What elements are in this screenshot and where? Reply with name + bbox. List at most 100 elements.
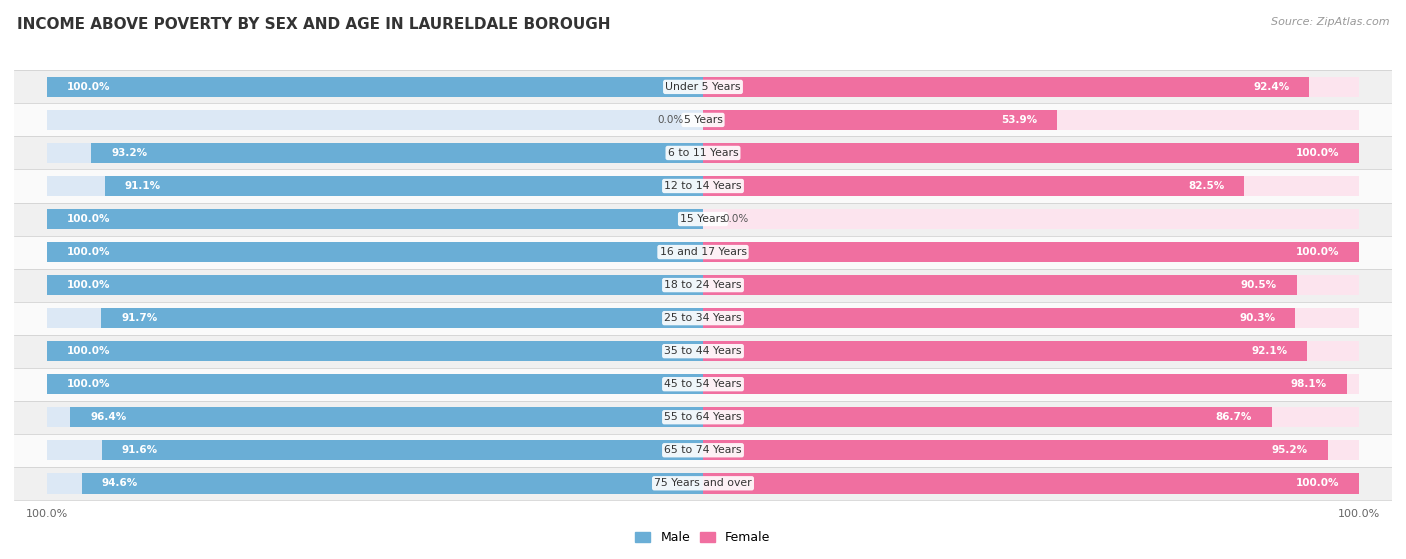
- Text: 98.1%: 98.1%: [1291, 379, 1327, 389]
- Text: 100.0%: 100.0%: [1296, 148, 1340, 158]
- Bar: [46, 209, 703, 229]
- Bar: [46, 110, 703, 130]
- Text: 55 to 64 Years: 55 to 64 Years: [664, 412, 742, 422]
- Bar: [703, 242, 1360, 262]
- Text: 65 to 74 Years: 65 to 74 Years: [664, 446, 742, 455]
- Text: 96.4%: 96.4%: [90, 412, 127, 422]
- Bar: [46, 242, 703, 262]
- Text: 100.0%: 100.0%: [66, 214, 110, 224]
- Text: 92.1%: 92.1%: [1251, 346, 1288, 356]
- Bar: [703, 77, 1309, 97]
- Text: 16 and 17 Years: 16 and 17 Years: [659, 247, 747, 257]
- Bar: [46, 407, 703, 428]
- Bar: [703, 407, 1360, 428]
- Bar: [0, 302, 1406, 335]
- Bar: [0, 368, 1406, 401]
- Bar: [703, 110, 1360, 130]
- Bar: [46, 176, 703, 196]
- Bar: [703, 176, 1244, 196]
- Bar: [0, 235, 1406, 268]
- Bar: [703, 374, 1360, 395]
- Bar: [105, 176, 703, 196]
- Text: 35 to 44 Years: 35 to 44 Years: [664, 346, 742, 356]
- Text: 12 to 14 Years: 12 to 14 Years: [664, 181, 742, 191]
- Text: 91.1%: 91.1%: [125, 181, 162, 191]
- Bar: [46, 374, 703, 395]
- Text: 86.7%: 86.7%: [1216, 412, 1253, 422]
- Bar: [703, 77, 1360, 97]
- Bar: [0, 202, 1406, 235]
- Text: 6 to 11 Years: 6 to 11 Years: [668, 148, 738, 158]
- Bar: [703, 308, 1295, 328]
- Bar: [83, 473, 703, 494]
- Text: 18 to 24 Years: 18 to 24 Years: [664, 280, 742, 290]
- Bar: [0, 335, 1406, 368]
- Bar: [46, 473, 703, 494]
- Bar: [703, 341, 1308, 361]
- Bar: [703, 275, 1360, 295]
- Text: 75 Years and over: 75 Years and over: [654, 479, 752, 488]
- Bar: [0, 169, 1406, 202]
- Bar: [703, 209, 1360, 229]
- Text: Under 5 Years: Under 5 Years: [665, 82, 741, 92]
- Text: 82.5%: 82.5%: [1188, 181, 1225, 191]
- Bar: [703, 242, 1360, 262]
- Bar: [703, 143, 1360, 163]
- Text: 94.6%: 94.6%: [103, 479, 138, 488]
- Bar: [46, 440, 703, 461]
- Bar: [703, 308, 1360, 328]
- Bar: [46, 374, 703, 395]
- Bar: [0, 136, 1406, 169]
- Bar: [703, 143, 1360, 163]
- Bar: [703, 473, 1360, 494]
- Text: 95.2%: 95.2%: [1272, 446, 1308, 455]
- Text: 92.4%: 92.4%: [1253, 82, 1289, 92]
- Bar: [46, 341, 703, 361]
- Bar: [46, 275, 703, 295]
- Text: 90.5%: 90.5%: [1241, 280, 1277, 290]
- Bar: [46, 341, 703, 361]
- Text: 53.9%: 53.9%: [1001, 115, 1038, 125]
- Bar: [703, 440, 1327, 461]
- Bar: [703, 110, 1057, 130]
- Text: 0.0%: 0.0%: [657, 115, 683, 125]
- Text: 45 to 54 Years: 45 to 54 Years: [664, 379, 742, 389]
- Text: 90.3%: 90.3%: [1240, 313, 1275, 323]
- Text: 5 Years: 5 Years: [683, 115, 723, 125]
- Bar: [0, 70, 1406, 103]
- Legend: Male, Female: Male, Female: [630, 526, 776, 549]
- Bar: [703, 176, 1360, 196]
- Bar: [46, 209, 703, 229]
- Text: 100.0%: 100.0%: [1296, 247, 1340, 257]
- Text: 0.0%: 0.0%: [723, 214, 749, 224]
- Bar: [91, 143, 703, 163]
- Bar: [46, 308, 703, 328]
- Text: 25 to 34 Years: 25 to 34 Years: [664, 313, 742, 323]
- Bar: [703, 440, 1360, 461]
- Bar: [46, 143, 703, 163]
- Text: 91.7%: 91.7%: [121, 313, 157, 323]
- Bar: [103, 440, 703, 461]
- Text: 100.0%: 100.0%: [66, 280, 110, 290]
- Bar: [46, 275, 703, 295]
- Text: 100.0%: 100.0%: [66, 82, 110, 92]
- Bar: [703, 407, 1272, 428]
- Bar: [101, 308, 703, 328]
- Bar: [703, 374, 1347, 395]
- Text: 100.0%: 100.0%: [66, 247, 110, 257]
- Bar: [703, 275, 1296, 295]
- Text: 93.2%: 93.2%: [111, 148, 148, 158]
- Bar: [46, 242, 703, 262]
- Bar: [0, 268, 1406, 302]
- Text: 100.0%: 100.0%: [66, 379, 110, 389]
- Text: Source: ZipAtlas.com: Source: ZipAtlas.com: [1271, 17, 1389, 27]
- Text: INCOME ABOVE POVERTY BY SEX AND AGE IN LAURELDALE BOROUGH: INCOME ABOVE POVERTY BY SEX AND AGE IN L…: [17, 17, 610, 32]
- Text: 100.0%: 100.0%: [66, 346, 110, 356]
- Text: 100.0%: 100.0%: [1296, 479, 1340, 488]
- Bar: [0, 434, 1406, 467]
- Bar: [0, 103, 1406, 136]
- Bar: [703, 473, 1360, 494]
- Bar: [70, 407, 703, 428]
- Text: 91.6%: 91.6%: [122, 446, 157, 455]
- Bar: [46, 77, 703, 97]
